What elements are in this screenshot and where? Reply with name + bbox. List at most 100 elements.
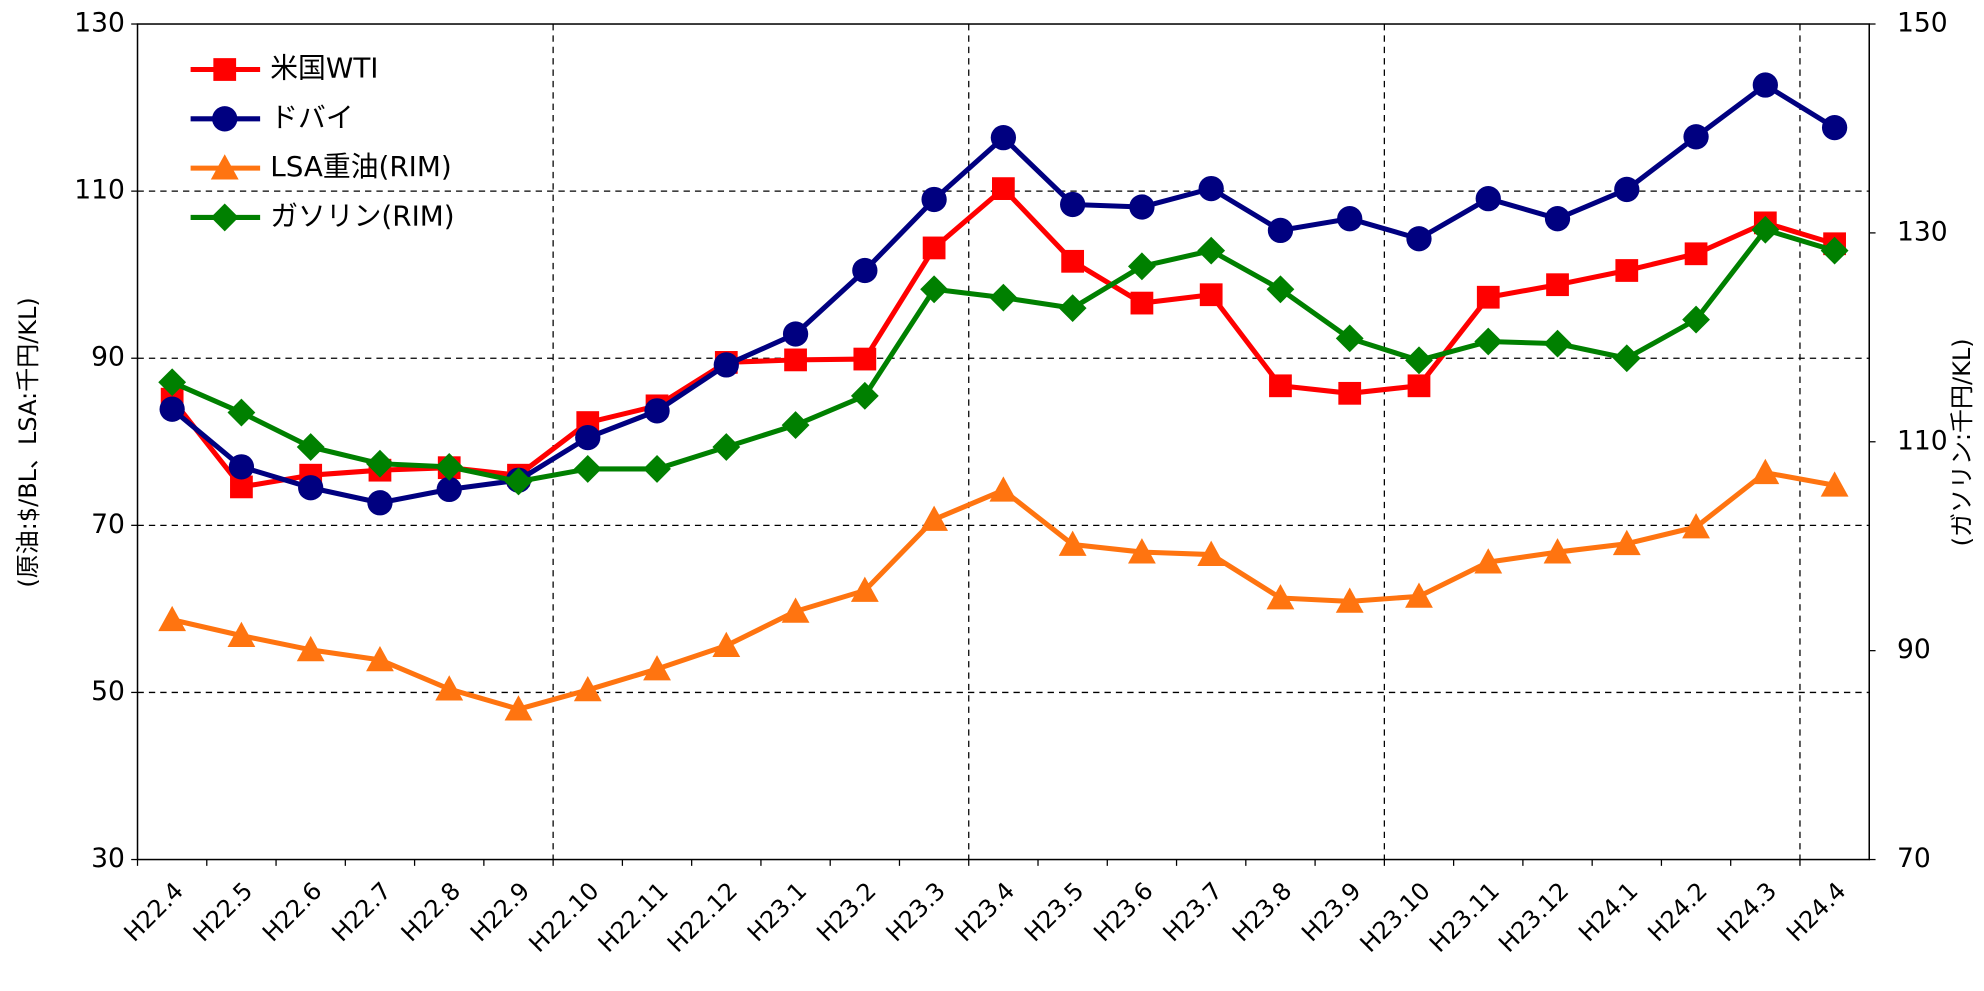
marker	[1061, 249, 1085, 273]
marker	[1130, 291, 1154, 315]
marker	[573, 455, 602, 483]
marker	[1751, 458, 1780, 485]
legend-label: ガソリン(RIM)	[270, 199, 454, 232]
marker	[573, 676, 602, 702]
marker	[1751, 215, 1780, 244]
x-tick-label: H23.6	[1088, 877, 1158, 947]
x-tick-label: H23.2	[811, 877, 881, 947]
legend-label: LSA重油(RIM)	[270, 150, 451, 183]
marker	[435, 675, 464, 701]
y-tick-label: 90	[91, 342, 125, 373]
marker	[850, 576, 879, 602]
y2-tick-label: 70	[1897, 843, 1931, 874]
marker	[1612, 529, 1641, 556]
series-line	[171, 227, 1836, 484]
marker	[228, 454, 255, 480]
marker	[1684, 242, 1708, 266]
marker	[1406, 226, 1432, 252]
marker	[921, 186, 947, 213]
y2-tick-label: 130	[1897, 216, 1948, 247]
marker	[227, 621, 256, 647]
x-tick-label: H24.3	[1712, 877, 1782, 947]
x-tick-label: H22.10	[523, 877, 604, 958]
y-tick-label: 130	[74, 8, 125, 39]
legend-label: 米国WTI	[270, 52, 378, 85]
y2-tick-label: 90	[1897, 634, 1931, 665]
x-tick-label: H23.10	[1355, 877, 1436, 958]
marker	[990, 125, 1017, 151]
marker	[1407, 374, 1431, 398]
marker	[1476, 285, 1500, 309]
marker	[1752, 72, 1778, 98]
y2-axis-title: (ガソリン:千円/KL)	[1948, 338, 1976, 546]
marker	[436, 476, 462, 503]
x-tick-label: H22.11	[593, 877, 674, 958]
marker	[1060, 191, 1086, 218]
marker	[1475, 186, 1501, 212]
marker	[1267, 217, 1294, 244]
marker	[1266, 275, 1295, 304]
marker	[366, 449, 394, 478]
marker	[1269, 374, 1292, 398]
y2-tick-label: 110	[1897, 425, 1948, 456]
marker	[213, 58, 237, 81]
marker	[504, 695, 533, 721]
marker	[210, 203, 239, 232]
marker	[1543, 538, 1572, 564]
marker	[435, 452, 464, 481]
marker	[1128, 252, 1156, 281]
marker	[1197, 540, 1226, 566]
x-tick-label: H23.11	[1424, 877, 1505, 958]
marker	[781, 411, 810, 439]
x-tick-label: H23.1	[742, 877, 812, 947]
x-tick-label: H23.12	[1493, 877, 1574, 958]
marker	[1543, 329, 1572, 358]
marker	[782, 321, 809, 347]
marker	[1335, 587, 1364, 613]
marker	[1821, 114, 1848, 141]
x-tick-label: H22.4	[119, 877, 189, 947]
x-tick-label: H23.8	[1227, 877, 1297, 947]
y-axis-title: (原油:$/BL、LSA:千円/KL)	[14, 297, 42, 587]
marker	[1615, 259, 1639, 282]
y2-tick-label: 150	[1897, 8, 1948, 39]
marker	[781, 597, 810, 623]
x-tick-label: H24.2	[1642, 877, 1712, 947]
marker	[1820, 471, 1849, 497]
marker	[989, 283, 1018, 312]
marker	[644, 398, 670, 424]
marker	[212, 106, 238, 132]
marker	[713, 352, 739, 378]
x-tick-label: H23.4	[950, 877, 1020, 947]
marker	[643, 655, 671, 681]
marker	[1614, 176, 1640, 203]
marker	[1266, 584, 1295, 610]
marker	[920, 275, 949, 304]
x-tick-label: H22.5	[188, 877, 258, 947]
marker	[1197, 236, 1226, 265]
series-line	[170, 186, 1836, 490]
marker	[1474, 548, 1503, 574]
marker	[1058, 294, 1087, 322]
marker	[158, 605, 187, 632]
marker	[992, 177, 1015, 200]
marker	[1474, 327, 1503, 356]
marker	[1199, 283, 1223, 307]
x-tick-label: H24.1	[1573, 877, 1643, 947]
marker	[712, 433, 741, 461]
marker	[1198, 175, 1224, 202]
marker	[1612, 344, 1641, 373]
marker	[366, 645, 394, 672]
marker	[575, 424, 601, 451]
marker	[852, 257, 878, 284]
marker	[1058, 530, 1087, 556]
x-tick-label: H22.8	[396, 877, 466, 947]
marker	[296, 635, 325, 662]
marker	[158, 368, 187, 397]
y-tick-label: 30	[91, 843, 125, 874]
marker	[643, 455, 671, 483]
marker	[989, 476, 1018, 502]
y-tick-label: 70	[91, 509, 125, 540]
marker	[920, 505, 949, 531]
